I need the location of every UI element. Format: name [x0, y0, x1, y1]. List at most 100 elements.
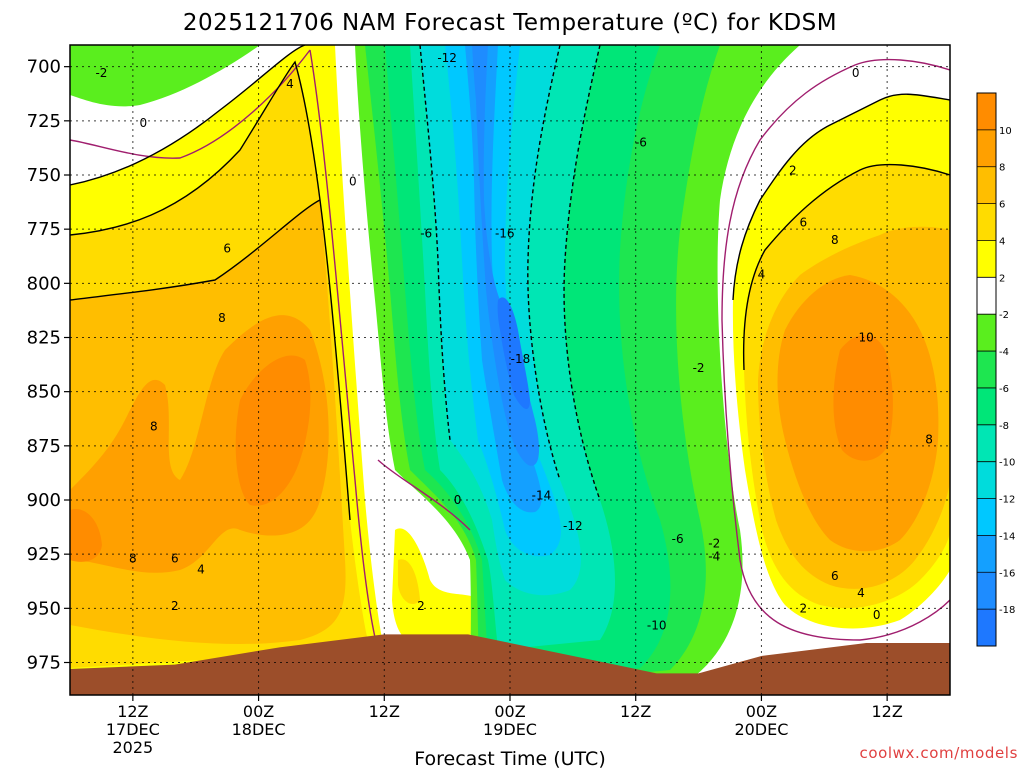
colorbar-bin	[977, 498, 996, 536]
colorbar-label: 6	[999, 200, 1005, 211]
contour-2c-right	[732, 93, 950, 301]
y-tick-label: 700	[27, 57, 61, 78]
colorbar-label: 4	[999, 236, 1005, 247]
colorbar-bin	[977, 314, 996, 352]
x-tick-label: 00Z	[746, 702, 777, 721]
contour-label: 4	[197, 562, 205, 576]
credit-text: coolwx.com/models	[860, 744, 1019, 762]
contour-label: 10	[859, 331, 874, 345]
colorbar-bin	[977, 535, 996, 573]
colorbar-bin	[977, 129, 996, 167]
warm-pocket-lower	[392, 528, 479, 649]
colorbar-label: -4	[999, 347, 1009, 358]
contour-label: 0	[349, 175, 357, 189]
contour-0c-right	[721, 58, 950, 641]
contour-label: 2	[417, 599, 425, 613]
colorbar: -18 -16 -14 -12 -10 -8 -6 -4 -2 2 4 6 8 10	[976, 92, 1015, 647]
y-axis: 700 725 750 775 800 825 850 875 900 925 950 975	[27, 57, 70, 674]
y-tick-label: 925	[27, 544, 61, 565]
contour-0c-middle	[377, 459, 471, 531]
colorbar-bin	[977, 572, 996, 610]
contour-2c-left	[70, 45, 306, 186]
colorbar-frame	[976, 92, 997, 647]
contour-6c-left	[70, 199, 321, 301]
colorbar-label: 2	[999, 273, 1005, 284]
contour-label: -6	[672, 532, 684, 546]
y-tick-label: 875	[27, 436, 61, 457]
contour-label: 2	[800, 601, 808, 615]
colorbar-bin	[977, 424, 996, 462]
contour-label: -4	[708, 549, 720, 563]
colorbar-label: -2	[999, 310, 1009, 321]
contour-label: 8	[150, 419, 158, 433]
contour-label: 8	[925, 432, 933, 446]
contour-label: -12	[437, 51, 457, 65]
colorbar-bin	[977, 166, 996, 204]
x-tick-label: 00Z	[243, 702, 274, 721]
x-tick-label: 2025	[112, 738, 153, 757]
colorbar-label: 10	[999, 126, 1012, 137]
colorbar-bin	[977, 93, 996, 130]
y-tick-label: 825	[27, 328, 61, 349]
y-tick-label: 750	[27, 165, 61, 186]
contour-label: 6	[800, 216, 808, 230]
y-tick-label: 950	[27, 598, 61, 619]
x-tick-label: 12Z	[620, 702, 651, 721]
contour-label: 0	[454, 493, 462, 507]
contour-label: 4	[857, 586, 865, 600]
colorbar-label: -18	[999, 605, 1015, 616]
contour-label: 2	[171, 599, 179, 613]
contour-label: 4	[286, 77, 294, 91]
colorbar-bin	[977, 387, 996, 425]
x-tick-label: 12Z	[871, 702, 902, 721]
contour-4c-right	[742, 163, 950, 371]
warm-pocket-lower-2	[398, 559, 420, 605]
grid-lines	[70, 45, 950, 695]
cold-band-minus14c	[465, 45, 542, 513]
contour-label: -14	[532, 489, 552, 503]
contour-cold-2	[527, 45, 561, 481]
contour-0c-left	[70, 49, 379, 651]
x-tick-label: 00Z	[494, 702, 525, 721]
contour-label: -2	[708, 536, 720, 550]
colorbar-label: -14	[999, 531, 1015, 542]
contour-label: 4	[758, 268, 766, 282]
x-tick-label: 17DEC	[106, 720, 160, 739]
contour-label: -16	[495, 227, 515, 241]
contour-label: -2	[693, 361, 705, 375]
contour-lines	[70, 45, 950, 651]
colorbar-label: -6	[999, 384, 1009, 395]
contour-cold-1	[419, 45, 451, 441]
contour-label: -12	[563, 519, 583, 533]
colorbar-bin	[977, 203, 996, 241]
y-tick-label: 900	[27, 490, 61, 511]
x-tick-label: 18DEC	[232, 720, 286, 739]
y-tick-label: 975	[27, 653, 61, 674]
x-tick-label: 12Z	[117, 702, 148, 721]
contour-label: -18	[511, 352, 531, 366]
x-tick-label: 20DEC	[734, 720, 788, 739]
contour-label: 0	[873, 608, 881, 622]
colorbar-label: 8	[999, 163, 1005, 174]
cold-core-minus18c	[497, 297, 530, 410]
colorbar-bin	[977, 461, 996, 499]
colorbar-label: -16	[999, 568, 1015, 579]
plot-area	[70, 45, 950, 695]
colorbar-bin	[977, 351, 996, 388]
y-tick-label: 725	[27, 111, 61, 132]
colorbar-bin	[977, 277, 996, 315]
contour-label: 8	[218, 311, 226, 325]
contour-label: -6	[635, 136, 647, 150]
y-tick-label: 850	[27, 382, 61, 403]
contour-label: 8	[129, 552, 137, 566]
cold-band-minus16c	[472, 45, 540, 466]
contour-label: 2	[789, 164, 797, 178]
contour-label: 6	[171, 552, 179, 566]
colorbar-label: -12	[999, 495, 1015, 506]
contour-label: 6	[223, 242, 231, 256]
y-tick-label: 800	[27, 273, 61, 294]
contour-label: -10	[647, 619, 667, 633]
contour-label: 0	[852, 66, 860, 80]
